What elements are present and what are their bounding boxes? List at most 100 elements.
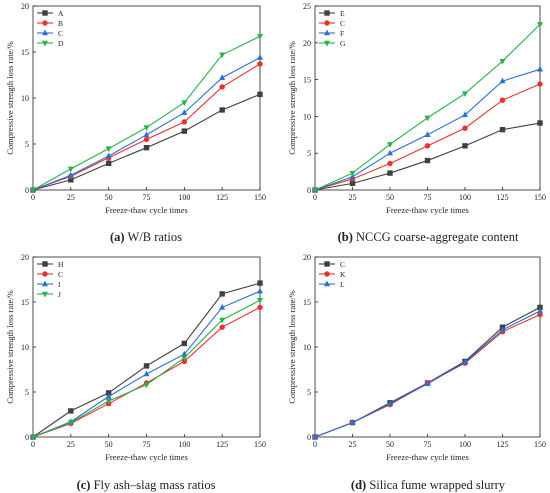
legend: CKL: [319, 260, 346, 289]
data-point-J: [30, 434, 36, 441]
data-point-H: [181, 340, 188, 347]
data-point-C: [143, 131, 150, 137]
legend-label-K: K: [340, 270, 346, 279]
legend-label-E: E: [340, 9, 345, 18]
data-point-F: [499, 77, 506, 84]
legend-label-B: B: [58, 19, 63, 28]
data-point-D: [181, 100, 188, 107]
x-axis-title: Freeze-thaw cycle times: [386, 205, 469, 215]
caption-text: W/B ratios: [125, 230, 183, 244]
plot-frame: [32, 5, 261, 191]
y-tick-label: 5: [25, 140, 29, 149]
y-tick-label: 15: [303, 76, 311, 85]
y-tick-label: 20: [303, 39, 311, 48]
data-point-L: [499, 326, 506, 333]
data-point-C: [105, 152, 112, 159]
data-point-F: [424, 131, 431, 137]
data-point-G: [462, 91, 468, 98]
legend-marker-J: [42, 291, 48, 298]
legend-label-G: G: [340, 39, 346, 48]
chart-panel-1: 0 25 50 75 100 125 150 0 5 10 15 20 Freeze-thaw cycl…: [5, 2, 266, 244]
data-point-E: [499, 126, 506, 133]
data-point-F: [387, 149, 393, 156]
data-point-D: [67, 166, 74, 173]
y-axis-title: Compressive strength loss rate/%: [5, 41, 15, 155]
panel-caption: (d) Silica fume wrapped slurry: [351, 478, 506, 492]
x-tick-label: 50: [105, 193, 113, 202]
y-axis-title: Compressive strength loss rate/%: [287, 290, 297, 404]
legend-label-H: H: [58, 260, 64, 269]
series-C: [30, 54, 263, 193]
legend-label-L: L: [340, 280, 345, 289]
x-tick-label: 25: [67, 193, 75, 202]
data-point-J: [219, 317, 226, 324]
data-point-G: [312, 187, 318, 194]
data-point-I: [257, 287, 263, 294]
data-point-G: [349, 170, 356, 177]
legend-label-F: F: [340, 29, 344, 38]
data-point-H: [257, 280, 263, 286]
series-line-F: [314, 68, 541, 191]
data-point-G: [387, 142, 393, 148]
y-tick-label: 5: [307, 388, 311, 397]
data-point-K: [537, 311, 543, 318]
x-tick-label: 100: [459, 193, 471, 202]
data-point-H: [143, 363, 150, 369]
x-tick-label: 125: [216, 193, 228, 202]
chart-panel-4: 0 25 50 75 100 125 150 0 5 10 15 20 Freeze-thaw cycl…: [287, 253, 546, 492]
data-point-J: [143, 382, 150, 389]
caption-letter: (a): [110, 230, 125, 244]
data-point-E: [462, 143, 468, 149]
legend-label-C: C: [58, 29, 63, 38]
series-C: [312, 304, 543, 440]
data-point-C: [257, 304, 263, 311]
x-tick-label: 25: [67, 440, 75, 449]
series-L: [312, 307, 543, 440]
data-point-H: [219, 291, 225, 297]
y-tick-label: 20: [21, 2, 29, 11]
y-axis-title: Compressive strength loss rate/%: [287, 41, 297, 155]
y-tick-label: 10: [303, 112, 311, 121]
panel-caption: (b) NCCG coarse-aggregate content: [338, 230, 519, 244]
data-point-A: [257, 91, 263, 98]
series-D: [30, 34, 263, 194]
x-tick-label: 150: [254, 193, 266, 202]
data-point-E: [537, 120, 543, 126]
legend-marker-C: [42, 29, 48, 36]
chart-panel-3: 0 25 50 75 100 125 150 0 5 10 15 20 Freeze-thaw cycl…: [5, 253, 266, 492]
x-tick-label: 0: [313, 193, 317, 202]
legend-marker-L: [324, 280, 330, 287]
data-point-I: [181, 350, 188, 357]
data-point-L: [349, 419, 356, 425]
data-point-D: [105, 146, 112, 153]
y-tick-label: 15: [21, 48, 29, 57]
data-point-L: [424, 380, 431, 387]
x-tick-label: 25: [349, 440, 357, 449]
x-tick-label: 100: [459, 440, 471, 449]
data-point-C: [67, 171, 74, 178]
y-tick-label: 25: [303, 2, 311, 11]
series-line-C: [32, 57, 261, 191]
x-tick-label: 150: [534, 440, 546, 449]
x-tick-label: 0: [31, 440, 35, 449]
x-tick-label: 25: [349, 193, 357, 202]
legend-marker-G: [324, 40, 330, 47]
data-point-F: [537, 65, 543, 72]
data-point-H: [105, 390, 112, 396]
data-point-G: [499, 59, 506, 65]
x-tick-label: 150: [534, 193, 546, 202]
data-point-C: [462, 125, 468, 131]
series-E: [312, 120, 543, 193]
x-tick-label: 0: [313, 440, 317, 449]
legend-marker-F: [324, 29, 330, 36]
data-point-C: [181, 358, 188, 365]
data-point-J: [105, 398, 112, 405]
data-point-A: [143, 144, 150, 151]
panel-caption: (c) Fly ash–slag mass ratios: [77, 478, 216, 492]
caption-text: Fly ash–slag mass ratios: [90, 478, 215, 492]
legend-label-C: C: [340, 260, 345, 269]
x-tick-label: 75: [143, 440, 151, 449]
legend-label-J: J: [58, 290, 61, 299]
data-point-A: [219, 107, 225, 113]
